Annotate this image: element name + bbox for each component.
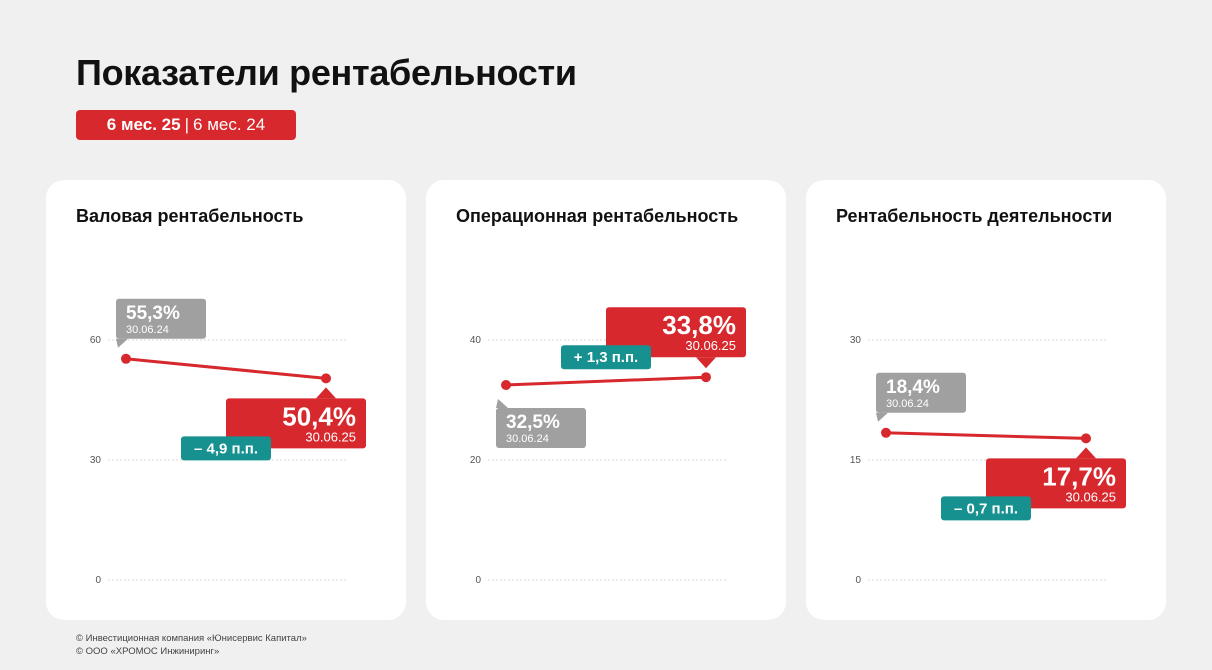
value-label-previous: 32,5%: [506, 412, 560, 433]
change-badge: [941, 496, 1031, 521]
chart-gross-margin: 0 30 60 55,3%30.06.24 50,4%30.06.25 – 4,9 п.п…: [90, 298, 366, 586]
date-label-current: 30.06.25: [305, 429, 356, 444]
data-point-previous: [121, 353, 131, 364]
date-label-current: 30.06.25: [1065, 489, 1116, 504]
date-label-previous: 30.06.24: [126, 324, 169, 336]
callout-previous: [876, 372, 966, 413]
card-title: Операционная рентабельность: [456, 206, 739, 226]
y-tick-label: 60: [90, 335, 102, 346]
callout-previous: [496, 408, 586, 448]
data-point-previous: [501, 380, 511, 390]
date-label-current: 30.06.25: [685, 338, 736, 353]
card-operating-margin: Операционная рентабельность 0 20 40 32,5% 30…: [426, 180, 786, 620]
date-label-previous: 30.06.24: [506, 433, 549, 445]
footer-line: © Инвестиционная компания «Юнисервис Кап…: [76, 633, 307, 644]
series-line: [884, 431, 1088, 440]
period-badge: 6 мес. 25 | 6 мес. 24: [76, 110, 296, 140]
data-point-previous: [881, 427, 891, 438]
callout-pointer: [116, 338, 128, 348]
footer-line: © ООО «ХРОМОС Инжиниринг»: [76, 646, 220, 657]
value-label-current: 50,4%: [282, 401, 356, 431]
page-title: Показатели рентабельности: [76, 52, 577, 93]
footer: © Инвестиционная компания «Юнисервис Кап…: [76, 632, 307, 658]
callout-previous: [116, 298, 206, 339]
chart-activity-margin: 0 15 30 18,4%30.06.24 17,7%30.06.25 – 0,7 п.п…: [850, 335, 1126, 586]
change-label: – 0,7 п.п.: [954, 500, 1018, 517]
callout-pointer: [876, 412, 888, 422]
change-label: – 4,9 п.п.: [194, 440, 258, 457]
period-separator: |: [184, 115, 190, 134]
y-tick-label: 0: [475, 575, 481, 586]
card-activity-margin: Рентабельность деятельности 0 15 30 18,4% 30…: [806, 180, 1166, 620]
callout-current: [606, 307, 746, 358]
change-badge: [561, 345, 651, 370]
card-gross-margin: Валовая рентабельность 0 30 60 55,3% 30.06.2…: [46, 180, 406, 620]
data-point-current: [701, 372, 711, 383]
date-label-previous: 30.06.24: [886, 398, 929, 410]
change-label: + 1,3 п.п.: [574, 349, 638, 366]
value-label-previous: 55,3%: [126, 303, 180, 324]
callout-pointer: [696, 357, 716, 369]
value-label-current: 17,7%: [1042, 461, 1116, 491]
card-title: Рентабельность деятельности: [836, 206, 1113, 226]
series-line: [124, 357, 328, 380]
y-tick-label: 0: [855, 575, 861, 586]
series-line: [504, 375, 708, 387]
callout-current: [226, 398, 366, 449]
period-current: 6 мес. 25: [106, 115, 181, 134]
y-tick-label: 30: [850, 335, 862, 346]
y-tick-label: 20: [470, 455, 482, 466]
callout-current: [986, 458, 1126, 509]
y-tick-label: 15: [850, 455, 862, 466]
callout-pointer: [316, 387, 336, 399]
chart-operating-margin: 0 20 40 32,5%30.06.24 33,8%30.06.25 + 1,3 п.п…: [470, 307, 746, 586]
data-point-current: [321, 373, 331, 384]
y-tick-label: 40: [470, 335, 482, 346]
y-tick-label: 0: [95, 575, 101, 586]
value-label-previous: 18,4%: [886, 377, 940, 398]
callout-pointer: [496, 399, 508, 408]
change-badge: [181, 436, 271, 461]
period-previous: 6 мес. 24: [193, 115, 266, 134]
card-title: Валовая рентабельность: [76, 206, 304, 226]
callout-pointer: [1076, 447, 1096, 459]
value-label-current: 33,8%: [662, 310, 736, 340]
y-tick-label: 30: [90, 455, 102, 466]
data-point-current: [1081, 433, 1091, 444]
